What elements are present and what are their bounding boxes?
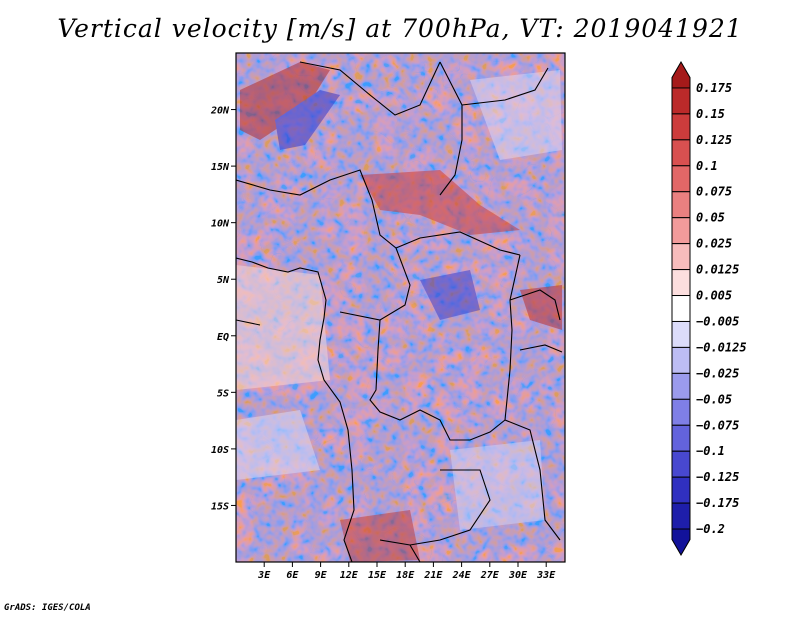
- colorbar-label: 0.15: [696, 107, 725, 121]
- colorbar-label: 0.025: [696, 237, 732, 251]
- colorbar-swatch: [671, 528, 691, 556]
- lon-tick-label: 6E: [286, 570, 299, 581]
- longitude-axis: 3E 6E 9E 12E 15E 18E 21E 24E 27E 30E 33E: [257, 562, 556, 581]
- lon-tick-label: 30E: [508, 570, 528, 581]
- colorbar-swatch: [671, 320, 691, 348]
- colorbar-swatch: [671, 217, 691, 245]
- colorbar-label: −0.005: [696, 314, 739, 328]
- colorbar-label: 0.075: [696, 185, 732, 199]
- colorbar-label: 0.175: [696, 81, 732, 95]
- colorbar-swatch: [671, 502, 691, 530]
- plot-frame: [235, 52, 566, 563]
- colorbar-label: −0.025: [696, 366, 739, 380]
- colorbar-label: 0.0125: [696, 263, 739, 277]
- colorbar-label: 0.005: [696, 289, 732, 303]
- lon-tick-label: 12E: [340, 570, 359, 581]
- colorbar-swatch: [671, 191, 691, 219]
- colorbar-label: −0.125: [696, 470, 739, 484]
- lon-tick-label: 33E: [536, 570, 556, 581]
- colorbar-swatch: [671, 139, 691, 167]
- colorbar-label: −0.05: [696, 392, 732, 406]
- lat-tick-label: 5S: [217, 388, 229, 399]
- colorbar-swatch: [671, 61, 691, 89]
- lat-tick-label: 10S: [211, 445, 229, 456]
- lon-tick-label: 3E: [257, 570, 271, 581]
- colorbar-label: −0.075: [696, 418, 739, 432]
- colorbar-swatch: [671, 346, 691, 374]
- colorbar-swatch: [671, 87, 691, 115]
- colorbar: 0.175 0.15 0.125 0.1 0.075 0.05 0.025 0.0125 0.0…: [671, 61, 747, 556]
- lat-tick-label: EQ: [217, 332, 229, 343]
- lon-tick-label: 21E: [423, 570, 443, 581]
- colorbar-swatch: [671, 424, 691, 452]
- colorbar-swatch: [671, 243, 691, 271]
- colorbar-label: 0.1: [696, 159, 718, 173]
- vertical-velocity-field: [236, 53, 565, 562]
- colorbar-swatch: [671, 372, 691, 400]
- lat-tick-label: 10N: [211, 219, 230, 230]
- lon-tick-label: 24E: [452, 570, 472, 581]
- lat-tick-label: 15S: [211, 501, 229, 512]
- footer-credit: GrADS: IGES/COLA: [4, 603, 91, 613]
- colorbar-swatch: [671, 165, 691, 193]
- lon-tick-label: 18E: [396, 570, 415, 581]
- colorbar-swatch: [671, 113, 691, 141]
- lat-tick-label: 15N: [211, 162, 230, 173]
- lat-tick-label: 5N: [217, 275, 230, 286]
- lon-tick-label: 27E: [480, 570, 500, 581]
- country-borders: [236, 61, 563, 562]
- colorbar-swatch: [671, 476, 691, 504]
- colorbar-swatch: [671, 450, 691, 478]
- colorbar-swatch: [671, 295, 691, 322]
- latitude-axis: 20N 15N 10N 5N EQ 5S 10S 15S: [210, 106, 236, 512]
- colorbar-swatch: [671, 398, 691, 426]
- lon-tick-label: 15E: [368, 570, 387, 581]
- chart-title: Vertical velocity [m/s] at 700hPa, VT: 2…: [57, 14, 743, 43]
- field-highlights: [236, 62, 562, 562]
- colorbar-label: −0.1: [696, 444, 725, 458]
- lon-tick-label: 9E: [315, 570, 328, 581]
- colorbar-label: −0.0125: [696, 340, 747, 354]
- colorbar-label: 0.05: [696, 211, 725, 225]
- lat-tick-label: 20N: [210, 106, 230, 117]
- colorbar-label: −0.2: [696, 522, 725, 536]
- colorbar-swatch: [671, 269, 691, 297]
- colorbar-label: 0.125: [696, 133, 732, 147]
- colorbar-label: −0.175: [696, 496, 739, 510]
